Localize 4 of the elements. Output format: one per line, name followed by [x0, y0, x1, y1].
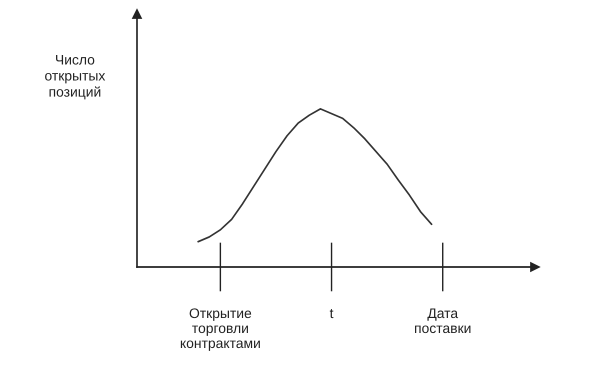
x-tick-label: Открытие торговли контрактами	[180, 308, 260, 351]
x-tick-label: Дата поставки	[415, 308, 470, 334]
x-tick-label: t	[330, 309, 334, 318]
text: Число открытых позиций	[45, 54, 106, 100]
